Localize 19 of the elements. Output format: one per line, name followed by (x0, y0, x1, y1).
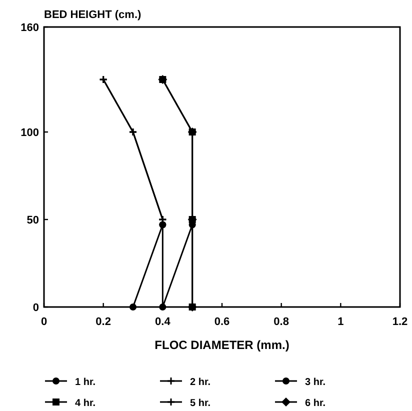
x-tick-label: 1.2 (392, 316, 408, 328)
y-tick-label: 100 (20, 127, 39, 139)
legend-label: 5 hr. (190, 398, 211, 409)
x-tick-label: 0.2 (96, 316, 111, 328)
x-tick-label: 1 (338, 316, 344, 328)
legend-label: 1 hr. (75, 377, 96, 388)
legend-label: 3 hr. (305, 377, 326, 388)
x-tick-label: 0.4 (155, 316, 172, 328)
y-tick-label: 160 (20, 22, 39, 34)
y-axis-title: BED HEIGHT (cm.) (44, 9, 142, 21)
x-tick-label: 0.8 (274, 316, 289, 328)
legend-label: 4 hr. (75, 398, 96, 409)
y-tick-label: 50 (26, 214, 39, 226)
legend-label: 2 hr. (190, 377, 211, 388)
legend-label: 6 hr. (305, 398, 326, 409)
x-axis-title: FLOC DIAMETER (mm.) (154, 338, 290, 352)
x-tick-label: 0.6 (214, 316, 230, 328)
x-tick-label: 0 (40, 316, 48, 328)
y-tick-label: 0 (32, 302, 39, 314)
